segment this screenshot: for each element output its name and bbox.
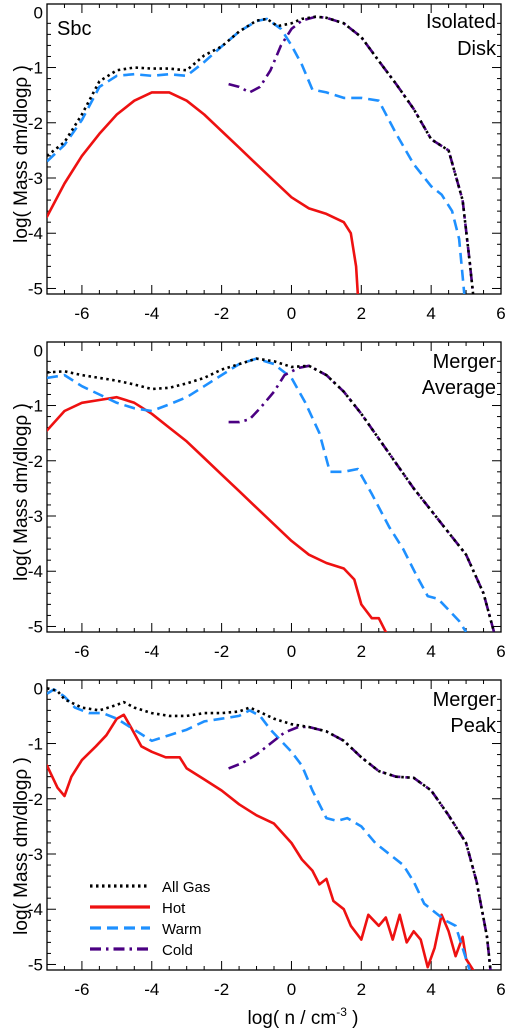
y-tick-label: 0 xyxy=(34,341,43,360)
x-tick-label: -6 xyxy=(74,304,89,323)
series-line-hot xyxy=(47,715,473,970)
ylabel-panel-2: log( Mass dm/dlogρ ) xyxy=(11,403,32,581)
legend-label-hot: Hot xyxy=(162,900,186,917)
xlabel-end: ) xyxy=(347,1008,359,1029)
panel-annotation: Peak xyxy=(450,715,497,737)
x-tick-label: 4 xyxy=(426,642,435,661)
x-tick-label: 0 xyxy=(287,980,296,999)
series-line-hot xyxy=(47,397,386,632)
y-tick-label: -4 xyxy=(28,562,43,581)
panel-annotation: Sbc xyxy=(57,18,91,40)
series-line-cold xyxy=(229,727,491,970)
x-tick-label: 0 xyxy=(287,642,296,661)
plot-frame-isolated-disk xyxy=(47,4,501,294)
legend-label-all-gas: All Gas xyxy=(162,879,210,896)
panel-annotation: Merger xyxy=(433,689,497,711)
x-tick-label: 2 xyxy=(357,304,366,323)
x-tick-label: -4 xyxy=(144,304,159,323)
panel-annotation: Disk xyxy=(457,38,497,60)
chart-panel-merger-average: -6 -4 -2 0 2 4 6 0 -1 -2 -3 -4 -5 Merger Average xyxy=(28,341,506,661)
y-tick-label: -3 xyxy=(28,845,43,864)
y-tick-label: 0 xyxy=(34,679,43,698)
y-tick-label: -2 xyxy=(28,790,43,809)
x-tick-label: 2 xyxy=(357,642,366,661)
x-tick-label: 4 xyxy=(426,980,435,999)
panel-annotation: Merger xyxy=(433,351,497,373)
y-tick-label: -4 xyxy=(28,900,43,919)
x-tick-label: 6 xyxy=(496,642,505,661)
chart-panel-isolated-disk: -6 -4 -2 0 2 4 6 0 -1 -2 -3 -4 -5 Sbc Isolated Disk xyxy=(28,3,506,323)
y-tick-label: -5 xyxy=(28,617,43,636)
xlabel-main: log( n / cm xyxy=(248,1008,337,1029)
series-group xyxy=(47,17,473,294)
y-tick-label: -4 xyxy=(28,224,43,243)
x-tick-label: -4 xyxy=(144,980,159,999)
x-tick-label: 6 xyxy=(496,980,505,999)
y-tick-label: -3 xyxy=(28,507,43,526)
y-tick-label: -5 xyxy=(28,279,43,298)
x-tick-label: 2 xyxy=(357,980,366,999)
x-tick-label: -6 xyxy=(74,642,89,661)
legend: All Gas Hot Warm Cold xyxy=(90,879,210,959)
y-tick-label: 0 xyxy=(34,3,43,22)
y-tick-label: -1 xyxy=(28,735,43,754)
xlabel-sup: -3 xyxy=(336,1005,347,1019)
series-group xyxy=(47,359,494,632)
panel-annotation: Average xyxy=(422,377,496,399)
x-tick-label: 4 xyxy=(426,304,435,323)
series-line-warm xyxy=(47,359,466,632)
y-tick-label: -5 xyxy=(28,955,43,974)
x-tick-label: -2 xyxy=(214,642,229,661)
x-tick-label: -2 xyxy=(214,980,229,999)
x-tick-label: -6 xyxy=(74,980,89,999)
series-line-warm xyxy=(47,19,464,294)
chart-panel-merger-peak: -6 -4 -2 0 2 4 6 0 -1 -2 -3 -4 -5 Merger Peak xyxy=(28,679,506,999)
series-line-cold xyxy=(229,17,474,294)
y-tick-label: -2 xyxy=(28,114,43,133)
y-tick-label: -1 xyxy=(28,397,43,416)
y-tick-label: -2 xyxy=(28,452,43,471)
x-tick-label: -4 xyxy=(144,642,159,661)
x-tick-label: -2 xyxy=(214,304,229,323)
legend-label-warm: Warm xyxy=(162,921,201,938)
panel-annotation: Isolated xyxy=(426,11,496,33)
legend-label-cold: Cold xyxy=(162,942,193,959)
series-line-hot xyxy=(47,92,358,294)
ylabel-panel-1: log( Mass dm/dlogρ ) xyxy=(11,65,32,243)
series-line-cold xyxy=(229,366,494,632)
x-tick-label: 0 xyxy=(287,304,296,323)
series-line-all xyxy=(47,359,494,632)
y-tick-label: -3 xyxy=(28,169,43,188)
y-tick-label: -1 xyxy=(28,59,43,78)
xlabel: log( n / cm-3 ) xyxy=(248,1005,359,1029)
x-tick-label: 6 xyxy=(496,304,505,323)
